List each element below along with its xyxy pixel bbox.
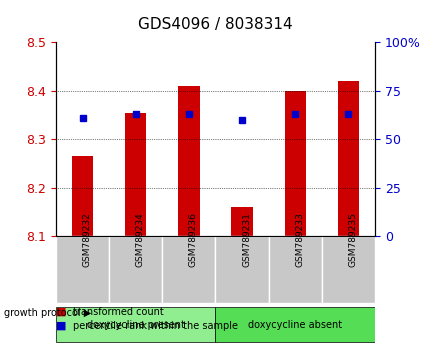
Text: doxycycline absent: doxycycline absent (248, 320, 341, 330)
Text: GSM789231: GSM789231 (242, 212, 251, 267)
Bar (231, 207, 252, 236)
Bar (125, 113, 146, 236)
FancyBboxPatch shape (56, 236, 109, 303)
FancyBboxPatch shape (162, 236, 215, 303)
Text: GSM789234: GSM789234 (135, 212, 144, 267)
Bar (72, 156, 93, 236)
Text: ■: ■ (56, 307, 66, 316)
Text: GSM789232: GSM789232 (83, 212, 92, 267)
FancyBboxPatch shape (321, 236, 374, 303)
FancyBboxPatch shape (215, 236, 268, 303)
FancyBboxPatch shape (109, 236, 162, 303)
Text: growth protocol ▶: growth protocol ▶ (4, 308, 91, 318)
FancyBboxPatch shape (56, 307, 215, 342)
Bar (178, 86, 199, 236)
Text: GSM789236: GSM789236 (188, 212, 197, 267)
Text: percentile rank within the sample: percentile rank within the sample (73, 321, 238, 331)
Bar (337, 81, 358, 236)
Text: transformed count: transformed count (73, 307, 164, 316)
Text: doxycycline present: doxycycline present (86, 320, 184, 330)
FancyBboxPatch shape (268, 236, 321, 303)
FancyBboxPatch shape (215, 307, 374, 342)
Bar (284, 91, 305, 236)
Text: ■: ■ (56, 321, 66, 331)
Text: GSM789235: GSM789235 (347, 212, 356, 267)
Text: GDS4096 / 8038314: GDS4096 / 8038314 (138, 17, 292, 32)
Text: GSM789233: GSM789233 (295, 212, 304, 267)
